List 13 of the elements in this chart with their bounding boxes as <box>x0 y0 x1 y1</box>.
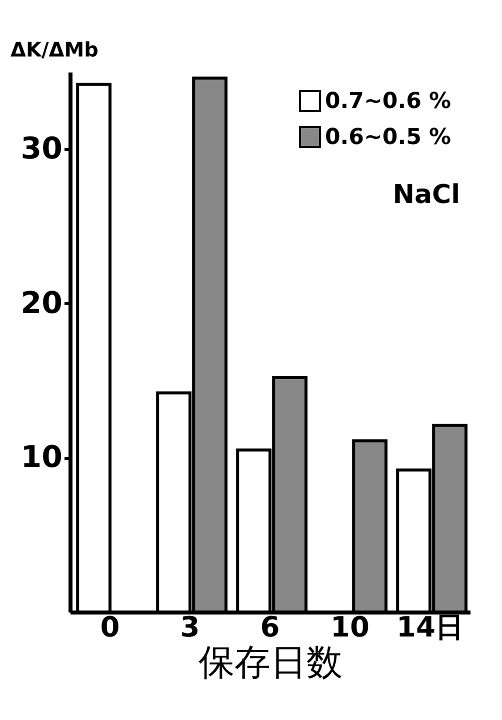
y-tick-label: 20 <box>20 286 62 321</box>
x-tick-label: 3 <box>180 610 200 644</box>
y-tick-label: 30 <box>20 132 62 167</box>
legend-label: 0.7~0.6 % <box>325 89 452 114</box>
legend-label: 0.6~0.5 % <box>325 125 452 150</box>
y-tick-label: 10 <box>20 440 62 476</box>
x-tick-label: 10 <box>330 610 370 644</box>
y-axis-title: ΔK/ΔMb <box>10 38 98 62</box>
annotation: NaCl <box>392 180 460 210</box>
x-tick-label: 6 <box>260 610 280 644</box>
x-tick-label: 14日 <box>396 610 464 644</box>
x-tick-label: 0 <box>100 610 120 644</box>
x-axis-title: 保存日数 <box>198 642 342 684</box>
